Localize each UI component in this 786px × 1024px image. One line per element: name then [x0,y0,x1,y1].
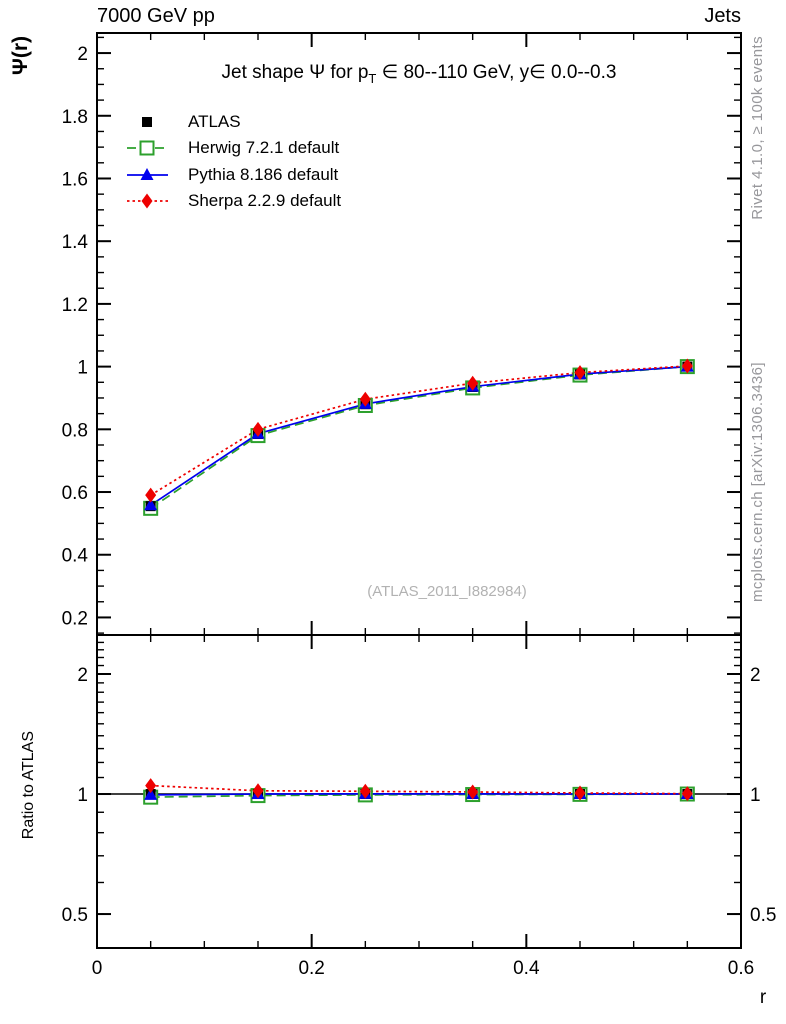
plot-title-sub: T [368,70,377,86]
line-ratio-sherpa [150,784,688,795]
svg-text:2: 2 [77,665,88,686]
line-main-sherpa [150,365,688,496]
svg-text:1: 1 [750,785,761,806]
line-ratio-herwig [150,793,688,799]
svg-text:0.4: 0.4 [513,958,540,979]
line-main-herwig [150,365,688,510]
y-axis-title-main: Ψ(r) [9,36,32,76]
legend-label-sherpa: Sherpa 2.2.9 default [188,191,342,210]
main-y-axis-ticks [97,36,741,634]
legend-glyphs [127,117,168,209]
svg-text:0.6: 0.6 [62,483,88,504]
series-markers [143,358,695,805]
svg-text:1.6: 1.6 [62,169,88,190]
line-main-pythia [150,365,688,506]
svg-text:0.5: 0.5 [750,905,776,926]
ratio-y-axis-tick-labels: 0.5 0.5 1 1 2 2 [62,665,777,926]
plot-title: Jet shape Ψ for pT ∈ 80--110 GeV, y∈ 0.0… [97,61,741,86]
plot-title-post: ∈ 80--110 GeV, y∈ 0.0--0.3 [376,62,617,83]
ratio-y-axis-ticks [97,641,741,916]
svg-text:0.8: 0.8 [62,420,88,441]
svg-text:0: 0 [92,958,103,979]
analysis-id-watermark: (ATLAS_2011_I882984) [367,583,527,600]
svg-text:1: 1 [77,358,88,379]
analysis-group-label: Jets [704,5,741,27]
svg-text:2: 2 [750,665,761,686]
line-ratio-pythia [150,792,688,796]
svg-text:0.6: 0.6 [728,958,754,979]
series-lines [150,365,688,799]
mcplots-credit-note: mcplots.cern.ch [arXiv:1306.3436] [749,362,766,602]
svg-text:1.2: 1.2 [62,295,88,316]
svg-text:0.5: 0.5 [62,905,88,926]
svg-text:2: 2 [77,44,88,65]
legend-label-pythia: Pythia 8.186 default [188,165,339,184]
plot-title-pre: Jet shape Ψ for p [221,62,369,83]
legend-label-herwig: Herwig 7.2.1 default [188,138,340,157]
rivet-version-note: Rivet 4.1.0, ≥ 100k events [749,36,766,220]
svg-text:0.4: 0.4 [62,546,89,567]
svg-text:0.2: 0.2 [62,608,88,629]
legend-label-atlas: ATLAS [188,112,241,131]
y-axis-title-ratio: Ratio to ATLAS [20,731,37,840]
x-axis-title: r [759,987,767,1008]
svg-text:1: 1 [77,785,88,806]
svg-text:0.2: 0.2 [298,958,324,979]
svg-text:1.4: 1.4 [62,232,89,253]
x-axis-tick-labels: 0 0.2 0.4 0.6 [92,958,755,979]
beam-energy-label: 7000 GeV pp [97,5,215,27]
main-y-axis-tick-labels: 0.2 0.4 0.6 0.8 1 1.2 1.4 1.6 1.8 2 [62,44,89,629]
svg-text:1.8: 1.8 [62,107,88,128]
